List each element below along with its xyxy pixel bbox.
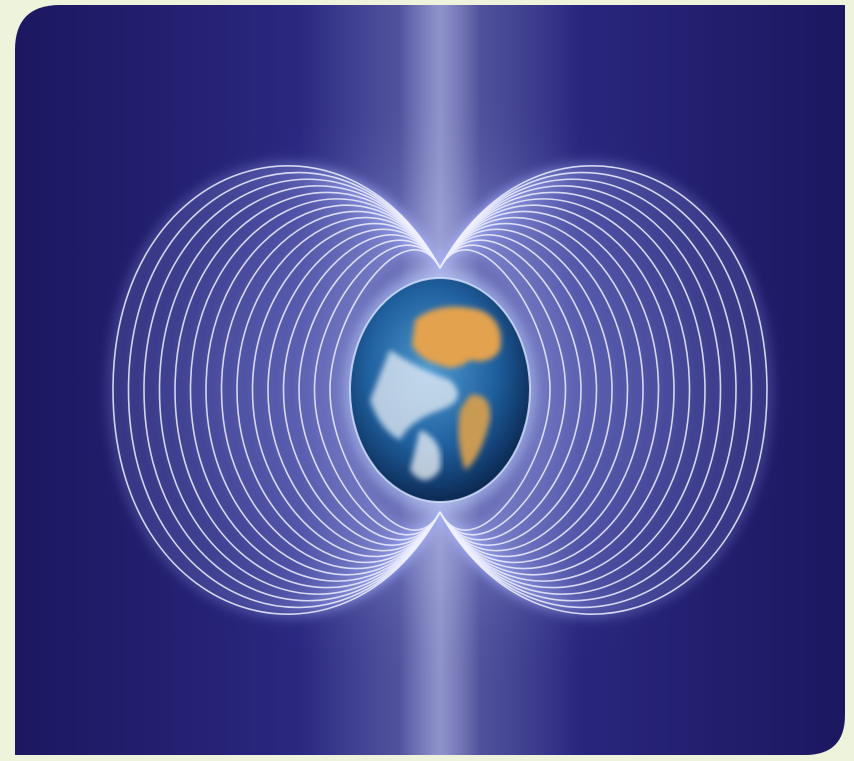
field-line <box>127 171 441 609</box>
field-line <box>439 228 613 552</box>
field-line <box>439 216 644 564</box>
earth-surface <box>370 306 501 480</box>
field-line <box>439 239 582 541</box>
field-line <box>236 216 441 564</box>
field-line <box>439 210 660 570</box>
field-line <box>439 165 768 615</box>
field-line <box>439 178 737 602</box>
field-line <box>439 204 675 576</box>
earth-rim <box>349 277 531 503</box>
field-line <box>439 222 629 558</box>
field-lines <box>112 165 768 615</box>
field-line <box>439 249 551 531</box>
field-line <box>329 249 441 531</box>
field-line <box>439 191 706 589</box>
field-line <box>298 239 441 541</box>
field-line <box>251 222 441 558</box>
continent <box>412 306 501 368</box>
field-line <box>112 165 441 615</box>
field-line <box>174 191 441 589</box>
field-line <box>439 171 753 609</box>
field-line <box>267 228 441 552</box>
field-line <box>143 178 441 602</box>
field-line <box>158 185 441 595</box>
field-line <box>282 234 441 546</box>
field-line <box>439 185 722 595</box>
field-line <box>439 198 691 582</box>
field-line <box>439 244 567 536</box>
clouds <box>370 350 458 440</box>
field-line <box>439 234 598 546</box>
field-line <box>205 204 441 576</box>
field-line <box>313 244 441 536</box>
field-line <box>189 198 441 582</box>
clouds <box>410 430 441 480</box>
continent <box>458 394 491 470</box>
field-line <box>220 210 441 570</box>
